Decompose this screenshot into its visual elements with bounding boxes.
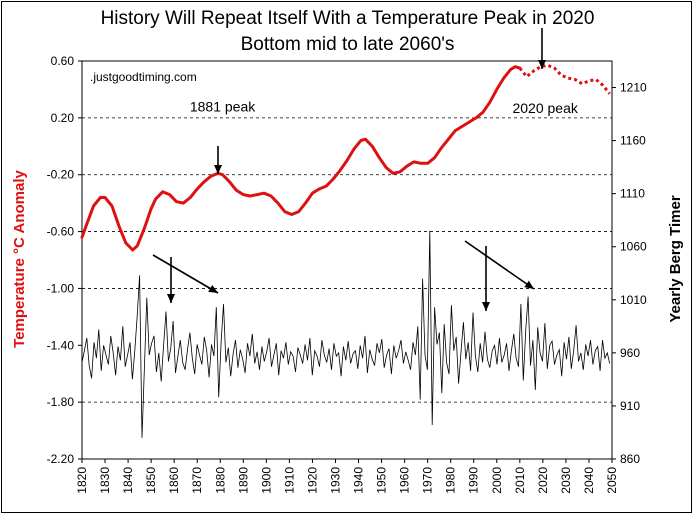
temperature-line [80, 65, 522, 252]
y-right-tick-label: 910 [620, 399, 640, 413]
x-tick-label: 1840 [121, 467, 135, 494]
x-tick-label: 1990 [467, 467, 481, 494]
temperature-forecast-line [518, 63, 611, 95]
x-tick-label: 1940 [352, 467, 366, 494]
y-left-tick-label: -1.40 [47, 338, 75, 352]
chart-subtitle: Bottom mid to late 2060's [240, 34, 455, 55]
x-tick-label: 1960 [398, 467, 412, 494]
y-right-tick-label: 1060 [620, 240, 647, 254]
x-tick-label: 1870 [190, 467, 204, 494]
x-tick-label: 1910 [282, 467, 296, 494]
x-tick-label: 2030 [559, 467, 573, 494]
y-right-tick-label: 860 [620, 452, 640, 466]
x-tick-label: 1860 [167, 467, 181, 494]
x-tick-label: 1830 [98, 467, 112, 494]
y-axis-right-label: Yearly Berg Timer [667, 195, 684, 322]
y-left-tick-label: -0.20 [47, 168, 75, 182]
y-left-tick-label: -1.80 [47, 395, 75, 409]
y-axis-left-label: Temperature °C Anomaly [11, 169, 28, 347]
arrow-head [167, 294, 175, 303]
x-tick-label: 2050 [605, 467, 619, 494]
x-tick-label: 2000 [490, 467, 504, 494]
y-right-tick-label: 960 [620, 346, 640, 360]
annotation-label: 2020 peak [512, 100, 578, 116]
axes: 0.60 0.20 -0.20 -0.60 -1.00 -1.40 -1.80 -2.20 12… [47, 54, 647, 494]
x-tick-label: 1900 [259, 467, 273, 494]
x-tick-label: 1980 [444, 467, 458, 494]
y-right-tick-label: 1010 [620, 293, 647, 307]
y-left-tick-label: -2.20 [47, 452, 75, 466]
x-tick-label: 1890 [236, 467, 250, 494]
gridlines [82, 117, 612, 403]
x-tick-label: 1970 [421, 467, 435, 494]
annotation-arrows: 1881 peak 2020 peak [152, 28, 579, 311]
arrow-head [524, 280, 534, 289]
y-right-tick-label: 1160 [620, 134, 646, 148]
berg-timer-line [81, 230, 611, 438]
y-left-tick-label: -0.60 [47, 225, 75, 239]
berg-timer-series [81, 230, 611, 438]
x-tick-label: 2010 [513, 467, 527, 494]
y-right-tick-label: 1110 [620, 187, 645, 201]
plot-area [81, 60, 613, 460]
x-tick-label: 1930 [328, 467, 342, 494]
annotation-label: 1881 peak [190, 98, 256, 114]
arrow-head [208, 285, 218, 293]
x-tick-label: 2040 [582, 467, 596, 494]
x-tick-label: 1920 [305, 467, 319, 494]
y-left-tick-label: -1.00 [47, 281, 75, 295]
y-left-tick-label: 0.20 [51, 111, 75, 125]
arrow-line [152, 254, 219, 294]
x-tick-label: 1880 [213, 467, 227, 494]
x-tick-label: 1850 [144, 467, 158, 494]
arrow-head [214, 165, 222, 174]
y-left-tick-label: 0.60 [51, 54, 75, 68]
x-tick-label: 1950 [375, 467, 389, 494]
chart-title: History Will Repeat Itself With a Temper… [100, 8, 595, 29]
watermark-text: .justgoodtiming.com [90, 70, 197, 84]
arrow-line [464, 240, 535, 290]
arrow-head [482, 302, 490, 311]
x-tick-label: 2020 [536, 467, 550, 494]
y-right-tick-label: 1210 [620, 81, 647, 95]
arrow-head [538, 60, 546, 69]
temperature-series [80, 63, 611, 252]
x-tick-label: 1820 [75, 467, 89, 494]
